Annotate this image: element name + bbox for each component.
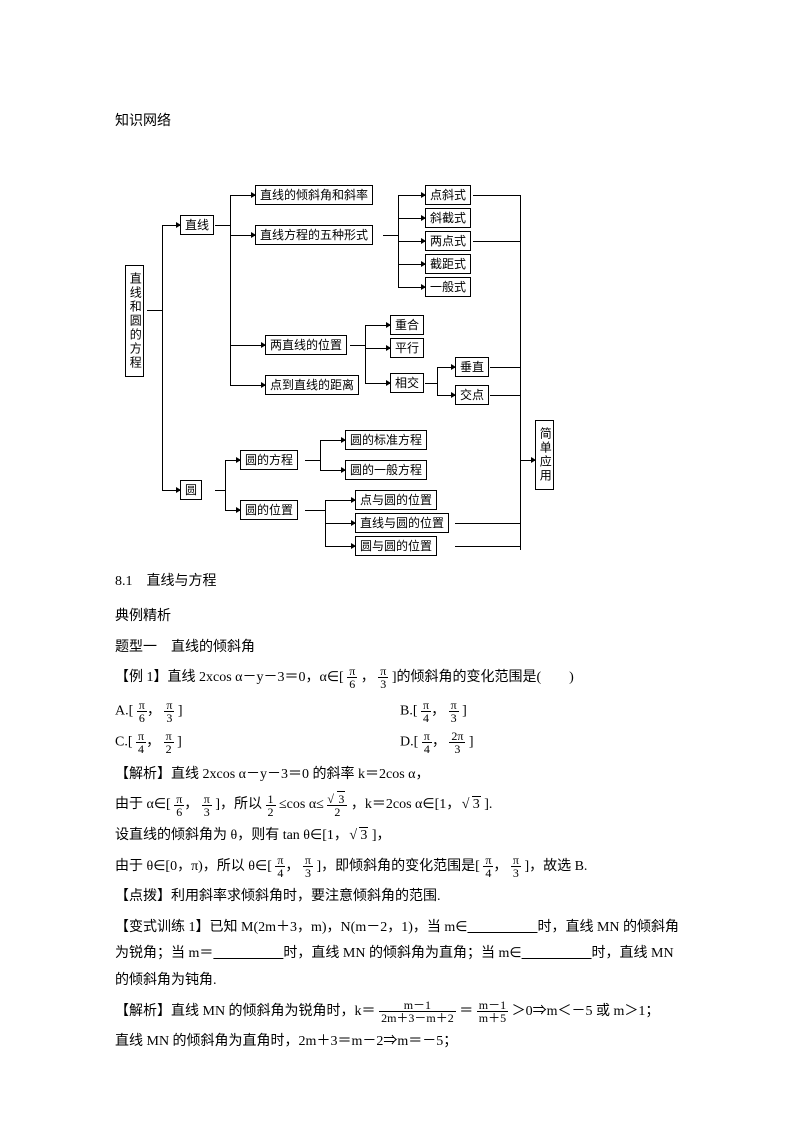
node-rel-coincide: 重合	[390, 315, 424, 335]
edge	[215, 490, 225, 491]
sub-type1: 题型一 直线的倾斜角	[115, 635, 685, 662]
analysis-4: 由于 θ∈[0，π)，所以 θ∈[ π4， π3 ]，即倾斜角的变化范围是[ π…	[115, 854, 685, 881]
edge	[365, 348, 390, 349]
edge	[437, 395, 455, 396]
node-pos-line-circ: 直线与圆的位置	[355, 513, 449, 533]
edge	[320, 470, 345, 471]
edge	[225, 510, 240, 511]
node-pos-pt-circ: 点与圆的位置	[355, 490, 437, 510]
node-five-forms: 直线方程的五种形式	[255, 225, 373, 245]
variant-1: 【变式训练 1】已知 M(2m＋3，m)，N(m－2，1)，当 m∈ 时，直线 …	[115, 915, 685, 995]
edge	[305, 460, 320, 461]
node-rel-perp: 垂直	[455, 357, 489, 377]
node-circ-gen: 圆的一般方程	[345, 460, 427, 480]
edge	[230, 345, 265, 346]
node-root: 直线和圆的方程	[125, 265, 144, 377]
node-circ-pos: 圆的位置	[240, 500, 298, 520]
blank-2[interactable]	[213, 946, 283, 961]
edge	[162, 225, 180, 226]
node-form-general: 一般式	[425, 277, 471, 297]
edge	[520, 195, 521, 550]
frac-pi-6: π6	[347, 665, 357, 690]
edge	[490, 395, 520, 396]
edge	[325, 523, 355, 524]
edge	[365, 325, 390, 326]
edge	[350, 345, 365, 346]
option-D: D.[ π4， 2π3 ]	[400, 730, 685, 755]
edge	[398, 287, 425, 288]
edge	[162, 225, 163, 490]
option-A: A.[ π6， π3 ]	[115, 699, 400, 724]
edge	[398, 241, 425, 242]
edge	[162, 490, 180, 491]
edge	[473, 241, 520, 242]
variant-1-analysis-2: 直线 MN 的倾斜角为直角时，2m＋3＝m－2⇒m＝－5；	[115, 1029, 685, 1056]
knowledge-diagram: 直线和圆的方程 直线 圆 直线的倾斜角和斜率 直线方程的五种形式 两直线的位置 …	[125, 160, 605, 540]
edge	[398, 218, 425, 219]
edge	[473, 195, 520, 196]
edge	[455, 546, 520, 547]
edge	[225, 460, 226, 510]
edge	[383, 235, 398, 236]
blank-1[interactable]	[467, 920, 537, 935]
heading-knowledge-network: 知识网络	[115, 110, 685, 130]
node-rel-cross: 交点	[455, 385, 489, 405]
node-form-slopeint: 斜截式	[425, 208, 471, 228]
example-1-stem: 【例 1】直线 2xcos α－y－3＝0，α∈[ π6 ， π3 ]的倾斜角的…	[115, 665, 685, 692]
node-pos-circ-circ: 圆与圆的位置	[355, 536, 437, 556]
edge	[490, 367, 520, 368]
sub-examples: 典例精析	[115, 604, 685, 631]
edge	[437, 367, 455, 368]
option-C: C.[ π4， π2 ]	[115, 730, 400, 755]
edge	[398, 195, 425, 196]
node-two-lines-pos: 两直线的位置	[265, 335, 347, 355]
analysis-tip: 【点拨】利用斜率求倾斜角时，要注意倾斜角的范围.	[115, 884, 685, 911]
edge	[230, 235, 255, 236]
edge	[305, 510, 325, 511]
analysis-3: 设直线的倾斜角为 θ，则有 tan θ∈[1， 3 ]，	[115, 823, 685, 850]
node-form-pointslope: 点斜式	[425, 185, 471, 205]
body-text: 典例精析 题型一 直线的倾斜角 【例 1】直线 2xcos α－y－3＝0，α∈…	[115, 604, 685, 1056]
node-form-intercept: 截距式	[425, 254, 471, 274]
text: 【例 1】直线 2xcos α－y－3＝0，α∈[	[115, 670, 344, 685]
edge	[365, 325, 366, 383]
node-line-slope: 直线的倾斜角和斜率	[255, 185, 373, 205]
option-B: B.[ π4， π3 ]	[400, 699, 685, 724]
edge	[455, 523, 520, 524]
node-circ-std: 圆的标准方程	[345, 430, 427, 450]
page: 知识网络 直线和圆的方程 直线 圆 直线的倾斜角和斜率 直线方程的五种形式 两直…	[0, 0, 800, 1100]
blank-3[interactable]	[522, 946, 592, 961]
text: ]的倾斜角的变化范围是( )	[392, 670, 574, 685]
node-pt-line-dist: 点到直线的距离	[265, 375, 359, 395]
node-line: 直线	[180, 215, 214, 235]
edge	[520, 460, 535, 461]
edge	[215, 225, 230, 226]
edge	[365, 383, 390, 384]
edge	[320, 440, 321, 470]
edge	[230, 195, 255, 196]
node-form-twopoint: 两点式	[425, 231, 471, 251]
section-title: 8.1 直线与方程	[115, 570, 685, 590]
options: A.[ π6， π3 ] B.[ π4， π3 ] C.[ π4， π2 ] D…	[115, 696, 685, 758]
edge	[425, 383, 437, 384]
edge	[147, 310, 162, 311]
node-circle: 圆	[180, 480, 202, 500]
edge	[437, 367, 438, 395]
edge	[325, 546, 355, 547]
edge	[230, 385, 265, 386]
variant-1-analysis: 【解析】直线 MN 的倾斜角为锐角时，k＝ m－12m＋3－m＋2 ＝ m－1m…	[115, 999, 685, 1026]
frac-pi-3: π3	[378, 665, 388, 690]
analysis-1: 【解析】直线 2xcos α－y－3＝0 的斜率 k＝2cos α，	[115, 762, 685, 789]
node-simple-app: 简单应用	[535, 420, 554, 490]
node-rel-parallel: 平行	[390, 338, 424, 358]
analysis-2: 由于 α∈[ π6， π3 ]，所以 12 ≤cos α≤ 32 ，k＝2cos…	[115, 792, 685, 819]
edge	[320, 440, 345, 441]
node-circ-eq: 圆的方程	[240, 450, 298, 470]
edge	[230, 195, 231, 385]
edge	[225, 460, 240, 461]
edge	[325, 500, 355, 501]
text: ，	[361, 670, 375, 685]
edge	[398, 264, 425, 265]
node-rel-intersect: 相交	[390, 373, 424, 393]
